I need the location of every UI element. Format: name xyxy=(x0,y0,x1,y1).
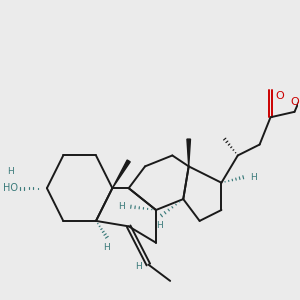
Text: O: O xyxy=(291,97,299,106)
Text: H: H xyxy=(157,221,163,230)
Text: H: H xyxy=(135,262,142,271)
Text: HO: HO xyxy=(3,183,18,193)
Polygon shape xyxy=(112,160,130,188)
Text: H: H xyxy=(118,202,124,211)
Text: H: H xyxy=(8,167,14,176)
Polygon shape xyxy=(187,139,190,167)
Text: O: O xyxy=(276,92,285,101)
Text: H: H xyxy=(103,243,110,252)
Text: H: H xyxy=(250,173,256,182)
